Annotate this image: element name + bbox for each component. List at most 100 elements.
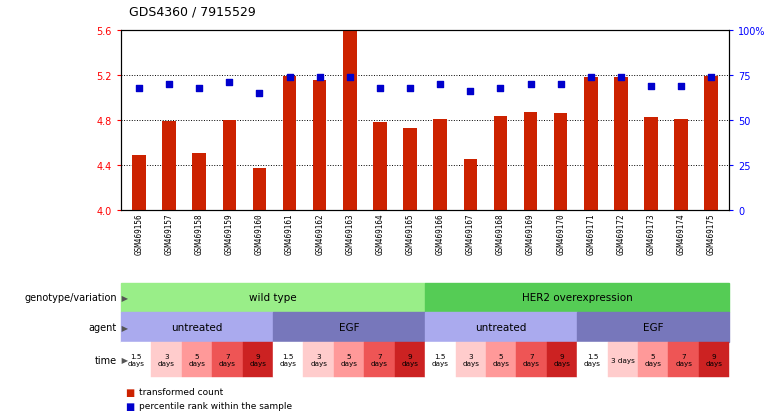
Point — [163, 81, 176, 88]
Text: 5
days: 5 days — [341, 354, 357, 366]
Bar — [699, 342, 729, 377]
Bar — [425, 342, 456, 377]
Point — [343, 74, 356, 81]
Text: ■: ■ — [125, 387, 134, 397]
Text: 1.5
days: 1.5 days — [584, 354, 601, 366]
Bar — [644, 117, 658, 211]
Bar — [675, 120, 688, 211]
Bar — [313, 81, 327, 211]
Bar — [121, 283, 425, 313]
Bar — [425, 283, 729, 313]
Text: GSM469175: GSM469175 — [707, 213, 716, 254]
Text: 5
days: 5 days — [645, 354, 661, 366]
Text: ▶: ▶ — [119, 293, 128, 302]
Bar — [456, 342, 486, 377]
Text: GSM469165: GSM469165 — [406, 213, 414, 254]
Bar — [212, 342, 243, 377]
Bar — [425, 313, 577, 342]
Bar — [283, 77, 296, 211]
Text: genotype/variation: genotype/variation — [24, 293, 117, 303]
Text: transformed count: transformed count — [139, 387, 223, 396]
Bar — [364, 342, 395, 377]
Point — [404, 85, 417, 92]
Bar — [486, 342, 516, 377]
Bar — [704, 77, 718, 211]
Text: 3 days: 3 days — [611, 357, 635, 363]
Point — [193, 85, 205, 92]
Text: ■: ■ — [125, 401, 134, 411]
Text: GSM469167: GSM469167 — [466, 213, 475, 254]
Point — [374, 85, 386, 92]
Text: GSM469172: GSM469172 — [616, 213, 626, 254]
Point — [283, 74, 296, 81]
Text: GSM469163: GSM469163 — [346, 213, 354, 254]
Text: wild type: wild type — [249, 293, 297, 303]
Text: GSM469164: GSM469164 — [375, 213, 385, 254]
Point — [675, 83, 687, 90]
Text: percentile rank within the sample: percentile rank within the sample — [139, 401, 292, 410]
Bar — [334, 342, 364, 377]
Bar — [403, 129, 417, 211]
Bar — [273, 313, 425, 342]
Bar — [668, 342, 699, 377]
Point — [645, 83, 658, 90]
Bar — [162, 122, 176, 211]
Bar — [516, 342, 547, 377]
Text: GSM469168: GSM469168 — [496, 213, 505, 254]
Text: GSM469169: GSM469169 — [526, 213, 535, 254]
Bar — [577, 342, 608, 377]
Bar — [121, 342, 151, 377]
Text: ▶: ▶ — [119, 323, 128, 332]
Text: GSM469174: GSM469174 — [676, 213, 686, 254]
Point — [555, 81, 567, 88]
Text: 1.5
days: 1.5 days — [128, 354, 144, 366]
Bar — [608, 342, 638, 377]
Text: untreated: untreated — [172, 323, 222, 332]
Text: GSM469166: GSM469166 — [436, 213, 445, 254]
Bar — [193, 153, 206, 211]
Point — [524, 81, 537, 88]
Text: GSM469157: GSM469157 — [165, 213, 174, 254]
Text: 7
days: 7 days — [219, 354, 236, 366]
Text: 3
days: 3 days — [158, 354, 175, 366]
Text: GSM469170: GSM469170 — [556, 213, 566, 254]
Point — [464, 89, 477, 95]
Bar — [373, 123, 387, 211]
Bar — [577, 313, 729, 342]
Text: 9
days: 9 days — [402, 354, 418, 366]
Bar — [614, 78, 628, 211]
Text: 9
days: 9 days — [250, 354, 266, 366]
Text: GSM469162: GSM469162 — [315, 213, 324, 254]
Point — [495, 85, 507, 92]
Bar — [434, 120, 447, 211]
Text: GSM469159: GSM469159 — [225, 213, 234, 254]
Bar — [523, 113, 537, 211]
Text: EGF: EGF — [339, 323, 360, 332]
Text: 5
days: 5 days — [493, 354, 509, 366]
Point — [615, 74, 627, 81]
Text: 9
days: 9 days — [554, 354, 570, 366]
Bar — [243, 342, 273, 377]
Bar — [253, 169, 266, 211]
Text: GSM469171: GSM469171 — [587, 213, 595, 254]
Bar — [132, 156, 146, 211]
Text: 1.5
days: 1.5 days — [280, 354, 296, 366]
Text: EGF: EGF — [643, 323, 664, 332]
Text: 5
days: 5 days — [189, 354, 205, 366]
Bar — [547, 342, 577, 377]
Bar — [584, 78, 597, 211]
Point — [434, 81, 446, 88]
Text: time: time — [95, 355, 117, 365]
Bar — [638, 342, 668, 377]
Text: GSM469173: GSM469173 — [647, 213, 655, 254]
Text: 3
days: 3 days — [310, 354, 327, 366]
Text: GSM469158: GSM469158 — [195, 213, 204, 254]
Text: ▶: ▶ — [119, 356, 128, 364]
Text: HER2 overexpression: HER2 overexpression — [522, 293, 633, 303]
Text: 3
days: 3 days — [463, 354, 479, 366]
Text: 1.5
days: 1.5 days — [432, 354, 448, 366]
Bar — [303, 342, 334, 377]
Point — [133, 85, 145, 92]
Point — [584, 74, 597, 81]
Bar — [222, 121, 236, 211]
